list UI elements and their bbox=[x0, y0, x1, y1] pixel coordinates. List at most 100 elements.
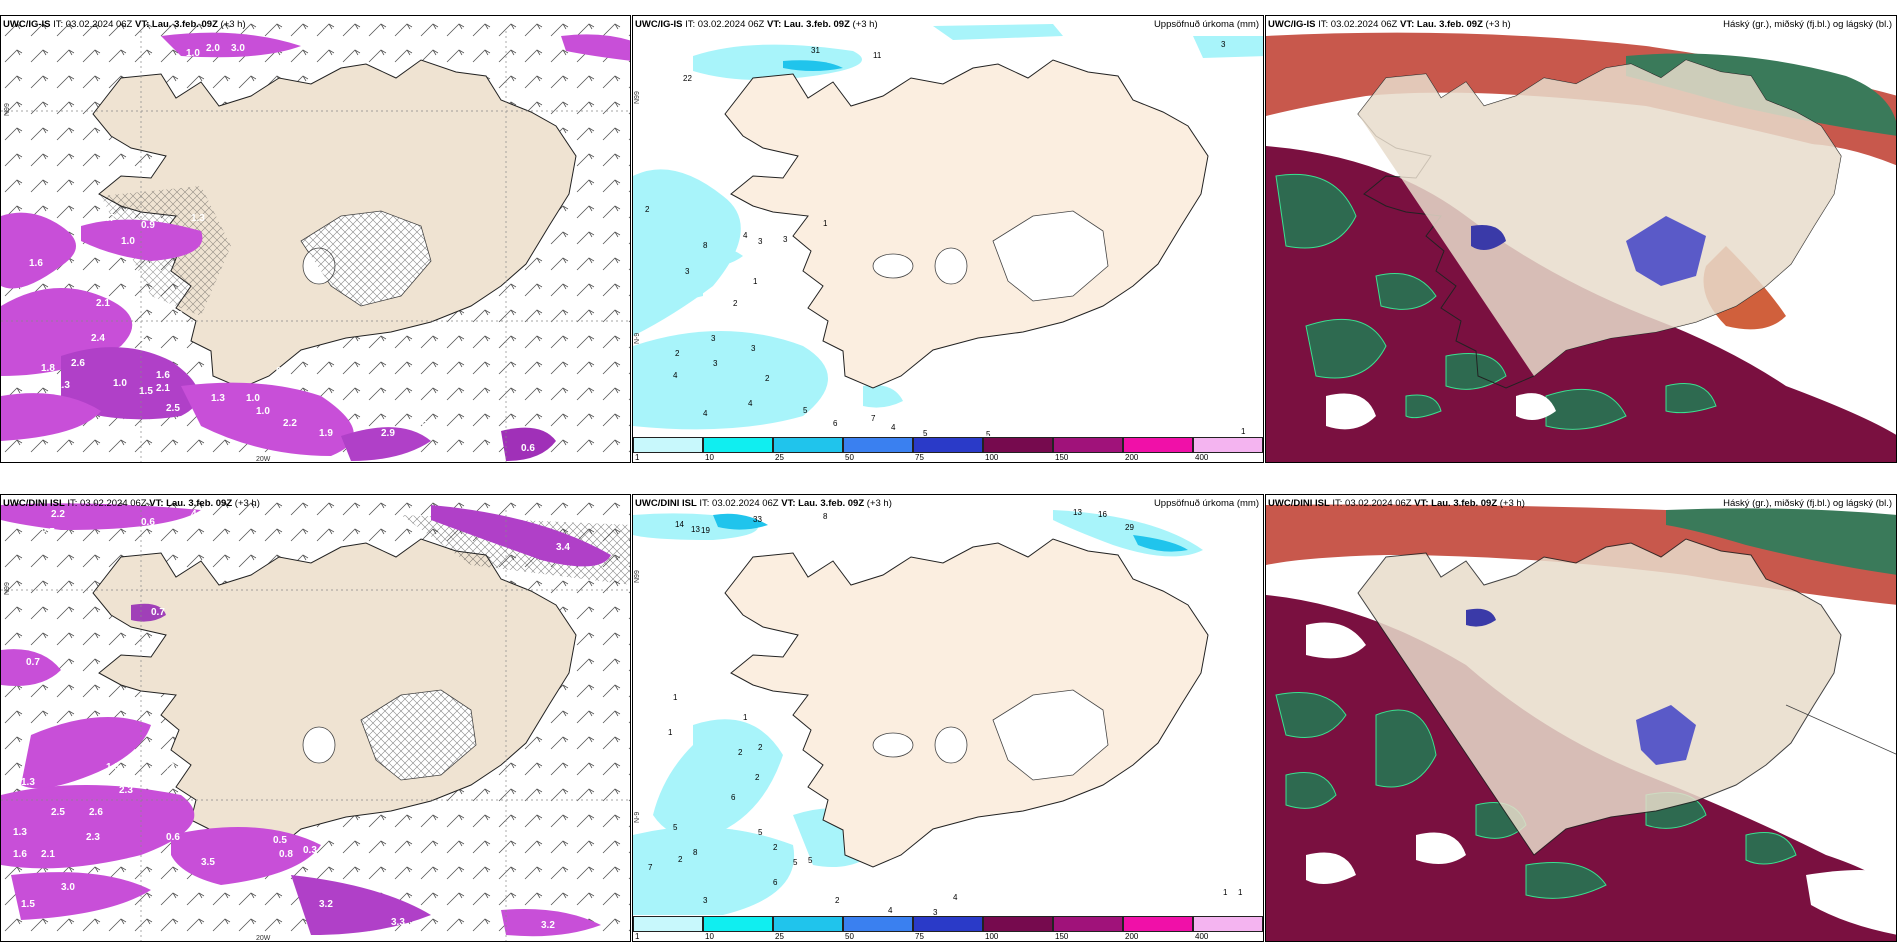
colorbar-swatch bbox=[913, 916, 983, 932]
svg-text:1: 1 bbox=[1241, 427, 1246, 436]
svg-text:N99: N99 bbox=[634, 91, 641, 104]
svg-text:4.0: 4.0 bbox=[169, 310, 183, 321]
colorbar-swatch bbox=[773, 437, 843, 453]
panel-header: UWC/IG-IS IT: 03.02.2024 06Z VT: Lau. 3.… bbox=[3, 19, 246, 30]
svg-text:2.2: 2.2 bbox=[283, 418, 297, 429]
wind-speed-labels: 1.6 2.1 2.4 2.3 2.9 1.8 2.6 1.3 1.0 1.5 … bbox=[29, 43, 535, 454]
svg-text:3: 3 bbox=[713, 359, 718, 368]
colorbar-swatch bbox=[1053, 916, 1123, 932]
svg-text:N99: N99 bbox=[4, 103, 11, 116]
colorbar-tick-label: 150 bbox=[1055, 453, 1069, 462]
svg-text:4: 4 bbox=[748, 399, 753, 408]
svg-text:3: 3 bbox=[933, 908, 938, 917]
colorbar-swatch bbox=[633, 437, 703, 453]
svg-text:1.6: 1.6 bbox=[29, 258, 43, 269]
svg-text:6: 6 bbox=[773, 878, 778, 887]
precip-map: 31 11 22 3 2 8 4 3 1 3 1 2 2 3 3 2 4 3 4… bbox=[633, 24, 1263, 439]
colorbar-tick-label: 100 bbox=[985, 932, 999, 941]
svg-text:5: 5 bbox=[808, 856, 813, 865]
panel-title: Uppsöfnuð úrkoma (mm) bbox=[1153, 498, 1259, 509]
cloud-map bbox=[1266, 32, 1896, 462]
svg-text:1.3: 1.3 bbox=[13, 827, 27, 838]
colorbar-tick-label: 200 bbox=[1125, 453, 1139, 462]
svg-text:3: 3 bbox=[783, 235, 788, 244]
svg-text:33: 33 bbox=[753, 515, 762, 524]
svg-text:1.4: 1.4 bbox=[116, 273, 130, 284]
precip-colorbar: 1 10 25 50 75 100 150 200 400 bbox=[633, 436, 1263, 462]
svg-text:1.5: 1.5 bbox=[139, 386, 153, 397]
panel-title: Uppsöfnuð úrkoma (mm) bbox=[1153, 19, 1259, 30]
colorbar-tick-label: 10 bbox=[705, 932, 714, 941]
wind-speed-shading bbox=[1, 503, 611, 937]
svg-text:1: 1 bbox=[823, 219, 828, 228]
wind-map-panel-bottom: UWC/DINI ISL IT: 03.02.2024 06Z VT: Lau.… bbox=[0, 494, 631, 942]
svg-text:2.3: 2.3 bbox=[86, 832, 100, 843]
colorbar-swatch bbox=[843, 916, 913, 932]
svg-text:2: 2 bbox=[773, 843, 778, 852]
svg-text:2: 2 bbox=[835, 896, 840, 905]
svg-text:1.0: 1.0 bbox=[256, 406, 270, 417]
colorbar-swatch bbox=[703, 437, 773, 453]
svg-text:3: 3 bbox=[758, 237, 763, 246]
svg-text:5: 5 bbox=[673, 823, 678, 832]
svg-text:N-9: N-9 bbox=[634, 812, 641, 823]
colorbar-tick-label: 1 bbox=[635, 453, 640, 462]
svg-text:5: 5 bbox=[923, 429, 928, 438]
svg-text:6: 6 bbox=[731, 793, 736, 802]
panel-header: UWC/IG-IS IT: 03.02.2024 06Z VT: Lau. 3.… bbox=[1268, 19, 1511, 30]
colorbar-swatch bbox=[703, 916, 773, 932]
svg-text:0.8: 0.8 bbox=[279, 849, 293, 860]
iceland-land bbox=[724, 59, 1209, 389]
svg-text:2.0: 2.0 bbox=[206, 43, 220, 54]
colorbar-tick-label: 400 bbox=[1195, 932, 1209, 941]
wind-map: 1.6 2.1 2.4 2.3 2.9 1.8 2.6 1.3 1.0 1.5 … bbox=[1, 16, 630, 462]
colorbar-swatch bbox=[983, 916, 1053, 932]
svg-text:1.8: 1.8 bbox=[41, 363, 55, 374]
svg-text:14: 14 bbox=[675, 520, 684, 529]
svg-text:2.5: 2.5 bbox=[51, 807, 65, 818]
svg-text:0.3: 0.3 bbox=[303, 845, 317, 856]
panel-header: UWC/DINI ISL IT: 03.02.2024 06Z VT: Lau.… bbox=[635, 498, 892, 509]
svg-text:0.7: 0.7 bbox=[101, 213, 115, 224]
wind-map-panel-top: UWC/IG-IS IT: 03.02.2024 06Z VT: Lau. 3.… bbox=[0, 15, 631, 463]
svg-text:7: 7 bbox=[871, 414, 876, 423]
svg-text:2.5: 2.5 bbox=[166, 403, 180, 414]
svg-text:0.6: 0.6 bbox=[141, 517, 155, 528]
colorbar-swatch bbox=[773, 916, 843, 932]
svg-text:3.3: 3.3 bbox=[391, 917, 405, 928]
svg-text:1.0: 1.0 bbox=[121, 236, 135, 247]
svg-text:3.2: 3.2 bbox=[319, 899, 333, 910]
svg-text:4.2: 4.2 bbox=[191, 509, 205, 520]
svg-text:1.5: 1.5 bbox=[106, 762, 120, 773]
svg-text:3: 3 bbox=[1221, 40, 1226, 49]
svg-text:1.3: 1.3 bbox=[56, 380, 70, 391]
svg-text:2: 2 bbox=[755, 773, 760, 782]
svg-text:13: 13 bbox=[691, 525, 700, 534]
colorbar-tick-label: 10 bbox=[705, 453, 714, 462]
svg-text:8: 8 bbox=[703, 241, 708, 250]
svg-text:2.1: 2.1 bbox=[41, 849, 55, 860]
precip-colorbar: 1 10 25 50 75 100 150 200 400 bbox=[633, 915, 1263, 941]
svg-text:1.3: 1.3 bbox=[211, 393, 225, 404]
svg-text:4: 4 bbox=[888, 906, 893, 915]
colorbar-tick-label: 100 bbox=[985, 453, 999, 462]
svg-text:3.4: 3.4 bbox=[556, 542, 570, 553]
svg-text:N-9: N-9 bbox=[634, 333, 641, 344]
svg-text:8: 8 bbox=[823, 512, 828, 521]
svg-text:1: 1 bbox=[673, 693, 678, 702]
svg-text:1.3: 1.3 bbox=[44, 443, 58, 454]
precip-map-panel-top: UWC/IG-IS IT: 03.02.2024 06Z VT: Lau. 3.… bbox=[632, 15, 1264, 463]
svg-text:N99: N99 bbox=[4, 582, 11, 595]
cloud-map-panel-top: UWC/IG-IS IT: 03.02.2024 06Z VT: Lau. 3.… bbox=[1265, 15, 1897, 463]
colorbar-tick-label: 25 bbox=[775, 453, 784, 462]
precip-map-panel-bottom: UWC/DINI ISL IT: 03.02.2024 06Z VT: Lau.… bbox=[632, 494, 1264, 942]
wind-map: 2.2 4.2 3.4 1.3 1.5 4.3 2.3 2.5 2.6 1.3 … bbox=[1, 495, 630, 941]
svg-text:5.5: 5.5 bbox=[261, 885, 275, 896]
svg-text:3: 3 bbox=[711, 334, 716, 343]
precip-values: 14 13 19 33 8 13 16 29 1 1 1 2 2 2 6 5 8… bbox=[648, 508, 1243, 917]
svg-text:0.9: 0.9 bbox=[141, 220, 155, 231]
colorbar-swatch bbox=[1053, 437, 1123, 453]
colorbar-tick-label: 50 bbox=[845, 932, 854, 941]
svg-text:1.0: 1.0 bbox=[113, 378, 127, 389]
svg-text:1.0: 1.0 bbox=[186, 48, 200, 59]
